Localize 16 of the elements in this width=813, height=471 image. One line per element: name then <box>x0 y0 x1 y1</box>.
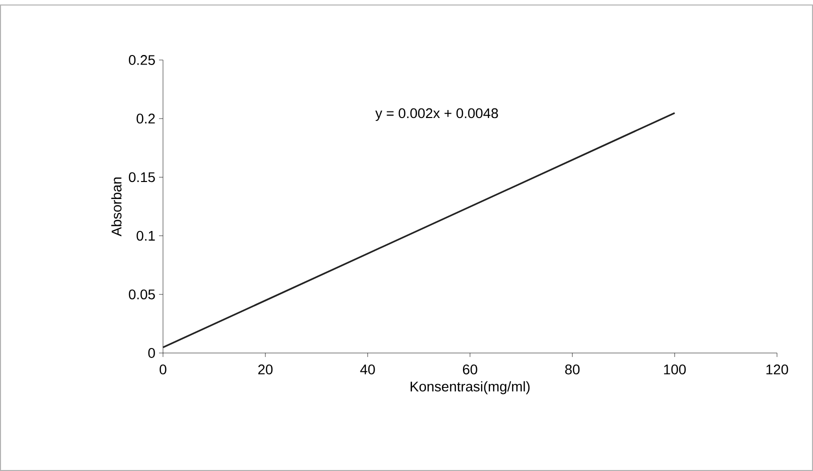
x-tick-label: 80 <box>565 364 580 374</box>
x-tick-label: 120 <box>766 364 788 374</box>
x-axis-title: Konsentrasi(mg/ml) <box>410 381 530 394</box>
x-tick-label: 100 <box>664 364 686 374</box>
y-tick-label: 0.2 <box>136 114 155 124</box>
y-tick-label: 0.05 <box>128 289 155 300</box>
annotation: y = 0.002x + 0.0048 <box>375 108 498 121</box>
y-tick-label: 0 <box>148 348 155 358</box>
y-tick-label: 0.25 <box>128 55 155 65</box>
x-tick-label: 0 <box>160 364 166 374</box>
x-tick-label: 60 <box>462 364 478 374</box>
y-axis-title: Absorban <box>111 178 122 236</box>
x-tick-label: 40 <box>360 364 375 374</box>
y-tick-label: 0.15 <box>128 172 155 182</box>
y-tick-label: 0.1 <box>136 230 155 241</box>
x-tick-label: 20 <box>258 364 273 374</box>
